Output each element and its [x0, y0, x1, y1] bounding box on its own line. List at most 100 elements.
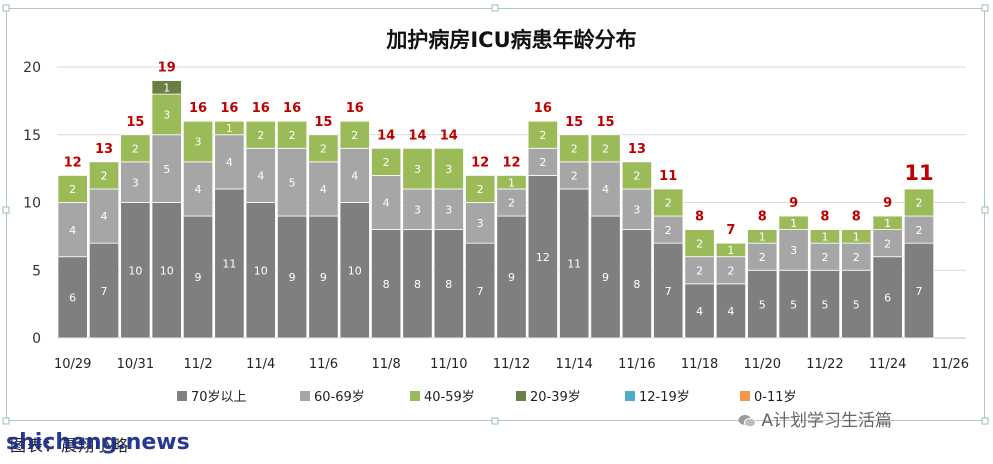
total-label: 8 [852, 210, 861, 225]
bar-segment [370, 147, 402, 176]
bar-segment [841, 269, 872, 339]
bar-segment [809, 229, 841, 244]
segment-label: 1 [884, 217, 891, 230]
bar-segment [57, 174, 88, 203]
total-label: 13 [628, 142, 646, 157]
segment-label: 2 [602, 142, 609, 155]
segment-label: 2 [539, 129, 546, 142]
brand-watermark: A计划学习生活篇 [738, 406, 892, 431]
segment-label: 2 [665, 224, 672, 237]
bar-segment [903, 188, 935, 217]
bar-segment [214, 134, 245, 190]
frame-handle [491, 4, 499, 12]
bar-segment [433, 147, 464, 190]
bar-segment [88, 161, 120, 190]
bar-segment [559, 188, 590, 339]
total-label: 16 [346, 101, 364, 116]
x-tick-label: 11/12 [493, 357, 530, 372]
legend-swatch [300, 391, 310, 401]
segment-label: 2 [539, 156, 546, 169]
bar-segment [621, 229, 653, 339]
segment-label: 8 [414, 278, 421, 291]
segment-label: 7 [665, 285, 672, 298]
segment-label: 2 [508, 197, 515, 210]
bar-segment [151, 202, 182, 339]
bar-segment [715, 242, 747, 258]
bar-segment [715, 283, 747, 339]
total-label: 11 [659, 169, 677, 184]
segment-label: 5 [790, 298, 797, 311]
frame-handle [981, 417, 989, 425]
segment-label: 11 [567, 258, 581, 271]
segment-label: 1 [853, 231, 860, 244]
segment-label: 2 [696, 237, 703, 250]
total-label: 15 [565, 115, 583, 130]
segment-label: 4 [696, 305, 703, 318]
bar-segment [684, 229, 715, 258]
bar-segment [120, 161, 151, 203]
bar-segment [747, 229, 778, 244]
segment-label: 2 [884, 237, 891, 250]
bar-segment [747, 269, 778, 339]
x-tick-label: 11/22 [806, 357, 843, 372]
bar-segment [715, 256, 747, 285]
bar-segment [778, 229, 809, 271]
segment-label: 4 [257, 170, 264, 183]
bar-segment [151, 80, 182, 95]
segment-label: 3 [445, 203, 452, 216]
frame-handle [2, 206, 10, 214]
segment-label: 3 [195, 136, 202, 149]
segment-label: 3 [633, 203, 640, 216]
bar-segment [747, 242, 778, 271]
segment-label: 9 [195, 271, 202, 284]
bar-segment [496, 188, 527, 217]
bar-segment [276, 147, 308, 217]
bar-segment [621, 161, 653, 190]
bar-segment [653, 215, 684, 244]
segment-label: 2 [383, 156, 390, 169]
segment-label: 4 [101, 210, 108, 223]
bar-segment [214, 188, 245, 339]
bar-segment [872, 215, 903, 231]
segment-label: 4 [69, 224, 76, 237]
segment-label: 2 [696, 264, 703, 277]
bar-segment [433, 188, 464, 230]
bar-segment [621, 188, 653, 230]
x-tick-label: 11/6 [309, 357, 338, 372]
y-tick-label: 5 [32, 263, 41, 279]
bar-segment [527, 174, 558, 339]
segment-label: 2 [571, 142, 578, 155]
segment-label: 5 [853, 298, 860, 311]
segment-label: 2 [132, 142, 139, 155]
segment-label: 8 [383, 278, 390, 291]
bar-segment [590, 134, 621, 163]
frame-handle [2, 417, 10, 425]
segment-label: 2 [477, 183, 484, 196]
total-label: 14 [440, 128, 458, 143]
segment-label: 11 [222, 258, 236, 271]
segment-label: 5 [289, 176, 296, 189]
y-tick-label: 15 [23, 128, 41, 144]
segment-label: 7 [915, 285, 922, 298]
bar-segment [527, 147, 558, 176]
segment-label: 6 [69, 292, 76, 305]
segment-label: 1 [790, 217, 797, 230]
frame-handle [2, 4, 10, 12]
segment-label: 2 [665, 197, 672, 210]
segment-label: 9 [289, 271, 296, 284]
bar-segment [465, 174, 496, 203]
total-label: 15 [596, 115, 614, 130]
legend-swatch [740, 391, 750, 401]
bar-segment [684, 256, 715, 285]
segment-label: 2 [351, 129, 358, 142]
segment-label: 7 [101, 285, 108, 298]
bar-segment [339, 147, 370, 203]
legend-swatch [516, 391, 526, 401]
total-label: 12 [64, 155, 82, 170]
legend-swatch [410, 391, 420, 401]
total-label: 11 [904, 161, 933, 185]
frame-handle [981, 4, 989, 12]
segment-label: 4 [226, 156, 233, 169]
total-label: 7 [726, 223, 735, 238]
bar-segment [903, 242, 935, 339]
